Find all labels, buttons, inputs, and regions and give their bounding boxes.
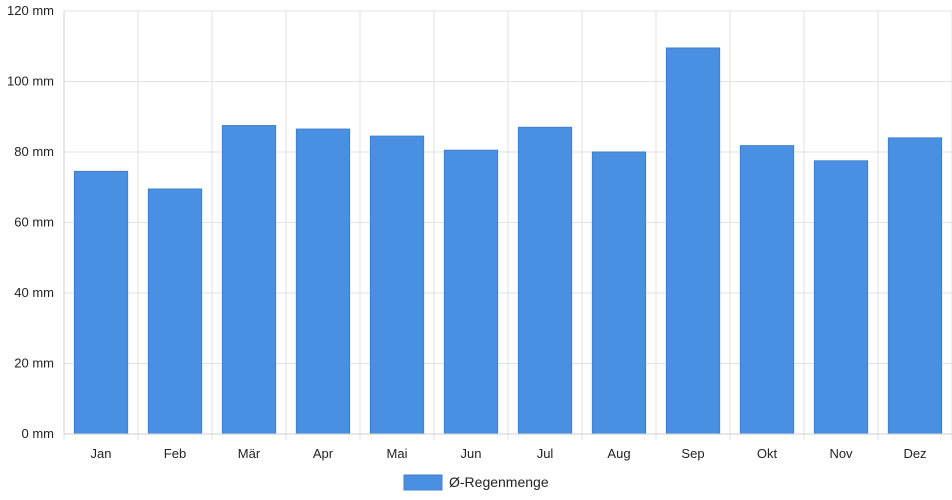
grid-lines [63, 10, 952, 440]
y-tick-label: 40 mm [14, 285, 54, 300]
x-tick-label: Jun [461, 446, 482, 461]
bar-mär[interactable] [221, 125, 277, 435]
x-tick-label: Jan [91, 446, 112, 461]
bar-feb[interactable] [147, 188, 203, 435]
bar-series [73, 47, 943, 435]
bar-okt[interactable] [739, 145, 795, 435]
y-tick-label: 60 mm [14, 215, 54, 230]
x-tick-label: Dez [903, 446, 926, 461]
x-tick-label: Aug [607, 446, 630, 461]
bar-sep[interactable] [665, 47, 721, 435]
y-tick-label: 0 mm [22, 426, 55, 441]
y-tick-label: 100 mm [7, 74, 54, 89]
legend-label[interactable]: Ø-Regenmenge [449, 474, 549, 490]
bar-jun[interactable] [443, 149, 499, 435]
x-tick-label: Okt [757, 446, 778, 461]
x-tick-label: Apr [313, 446, 334, 461]
axes: 0 mm 20 mm 40 mm 60 mm 80 mm 100 mm 120 mm Jan F… [7, 3, 952, 461]
x-tick-label: Mär [238, 446, 261, 461]
x-tick-label: Feb [164, 446, 186, 461]
bar-aug[interactable] [591, 151, 647, 435]
bar-dez[interactable] [887, 137, 943, 435]
x-tick-label: Mai [387, 446, 408, 461]
bar-jan[interactable] [73, 170, 129, 435]
bar-nov[interactable] [813, 160, 869, 435]
y-tick-label: 80 mm [14, 144, 54, 159]
x-tick-label: Jul [537, 446, 554, 461]
x-tick-label: Nov [829, 446, 853, 461]
y-tick-label: 120 mm [7, 3, 54, 18]
bar-mai[interactable] [369, 135, 425, 435]
legend[interactable]: Ø-Regenmenge [403, 474, 549, 491]
x-tick-label: Sep [681, 446, 704, 461]
bar-apr[interactable] [295, 128, 351, 435]
y-tick-label: 20 mm [14, 356, 54, 371]
bar-jul[interactable] [517, 126, 573, 435]
legend-swatch[interactable] [403, 474, 443, 491]
